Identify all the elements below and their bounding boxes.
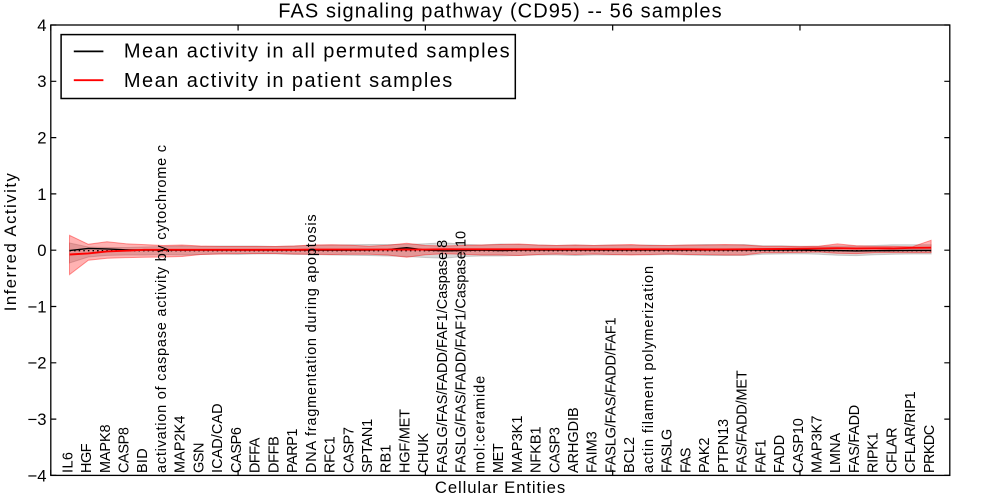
svg-text:CASP10: CASP10 bbox=[791, 418, 807, 473]
svg-text:ICAD/CAD: ICAD/CAD bbox=[210, 403, 226, 473]
svg-text:FAS: FAS bbox=[678, 448, 694, 473]
svg-text:CASP6: CASP6 bbox=[229, 427, 245, 473]
svg-text:RB1: RB1 bbox=[379, 444, 395, 473]
svg-text:activation of caspase activity: activation of caspase activity by cytoch… bbox=[154, 144, 170, 473]
svg-text:4: 4 bbox=[37, 16, 46, 35]
svg-text:CASP7: CASP7 bbox=[341, 427, 357, 473]
svg-text:IL6: IL6 bbox=[60, 452, 76, 473]
svg-text:DFFB: DFFB bbox=[266, 437, 282, 473]
svg-text:FAS/FADD/MET: FAS/FADD/MET bbox=[735, 370, 751, 473]
svg-text:FASLG/FAS/FADD/FAF1/Caspase 10: FASLG/FAS/FADD/FAF1/Caspase 10 bbox=[454, 231, 470, 473]
svg-text:RFC1: RFC1 bbox=[323, 436, 339, 473]
svg-text:CASP3: CASP3 bbox=[547, 427, 563, 473]
svg-text:mol:ceramide: mol:ceramide bbox=[472, 375, 488, 473]
svg-text:MAP3K1: MAP3K1 bbox=[510, 415, 526, 473]
svg-text:1: 1 bbox=[37, 185, 46, 204]
svg-text:FAS signaling pathway (CD95) -: FAS signaling pathway (CD95) -- 56 sampl… bbox=[278, 1, 722, 23]
svg-text:Mean activity in patient sampl: Mean activity in patient samples bbox=[124, 70, 454, 92]
svg-text:FASLG/FAS/FADD/FAF1: FASLG/FAS/FADD/FAF1 bbox=[604, 317, 620, 473]
svg-text:2: 2 bbox=[37, 129, 46, 148]
svg-text:HGF/MET: HGF/MET bbox=[398, 409, 414, 473]
svg-text:FASLG/FAS/FADD/FAF1/Caspase 8: FASLG/FAS/FADD/FAF1/Caspase 8 bbox=[435, 240, 451, 473]
svg-text:Cellular Entities: Cellular Entities bbox=[435, 478, 566, 497]
svg-text:BCL2: BCL2 bbox=[622, 437, 638, 473]
svg-text:MAPK8: MAPK8 bbox=[98, 425, 114, 473]
svg-text:DFFA: DFFA bbox=[248, 437, 264, 473]
svg-text:NFKB1: NFKB1 bbox=[529, 427, 545, 474]
svg-text:ARHGDIB: ARHGDIB bbox=[566, 407, 582, 473]
svg-text:CFLAR: CFLAR bbox=[884, 428, 900, 473]
svg-text:FAS/FADD: FAS/FADD bbox=[847, 405, 863, 473]
svg-text:CHUK: CHUK bbox=[416, 433, 432, 473]
svg-text:PARP1: PARP1 bbox=[285, 429, 301, 473]
svg-text:−3: −3 bbox=[27, 410, 46, 429]
svg-text:GSN: GSN bbox=[191, 443, 207, 473]
svg-text:0: 0 bbox=[37, 241, 46, 260]
svg-text:SPTAN1: SPTAN1 bbox=[360, 419, 376, 473]
svg-text:Mean activity in all permuted: Mean activity in all permuted samples bbox=[124, 40, 511, 62]
svg-text:HGF: HGF bbox=[79, 443, 95, 473]
svg-text:RIPK1: RIPK1 bbox=[866, 432, 882, 473]
svg-text:PRKDC: PRKDC bbox=[922, 425, 938, 473]
svg-text:BID: BID bbox=[135, 448, 151, 473]
svg-text:FAF1: FAF1 bbox=[753, 440, 769, 473]
svg-text:CASP8: CASP8 bbox=[117, 427, 133, 473]
svg-text:MET: MET bbox=[491, 443, 507, 473]
svg-text:PTPN13: PTPN13 bbox=[716, 419, 732, 473]
svg-text:FAIM3: FAIM3 bbox=[585, 431, 601, 473]
svg-text:MAP2K4: MAP2K4 bbox=[173, 415, 189, 473]
svg-text:−1: −1 bbox=[27, 297, 46, 316]
svg-text:FADD: FADD bbox=[772, 435, 788, 473]
svg-text:PAK2: PAK2 bbox=[697, 438, 713, 473]
svg-text:FASLG: FASLG bbox=[660, 429, 676, 473]
svg-text:LMNA: LMNA bbox=[828, 432, 844, 473]
svg-text:Inferred Activity: Inferred Activity bbox=[1, 172, 20, 312]
svg-text:3: 3 bbox=[37, 72, 46, 91]
svg-text:−2: −2 bbox=[27, 354, 46, 373]
svg-text:MAP3K7: MAP3K7 bbox=[810, 415, 826, 473]
svg-text:CFLAR/RIP1: CFLAR/RIP1 bbox=[903, 391, 919, 473]
svg-text:−4: −4 bbox=[27, 466, 46, 485]
svg-text:DNA fragmentation during apopt: DNA fragmentation during apoptosis bbox=[304, 214, 320, 473]
svg-text:actin filament polymerization: actin filament polymerization bbox=[641, 265, 657, 473]
